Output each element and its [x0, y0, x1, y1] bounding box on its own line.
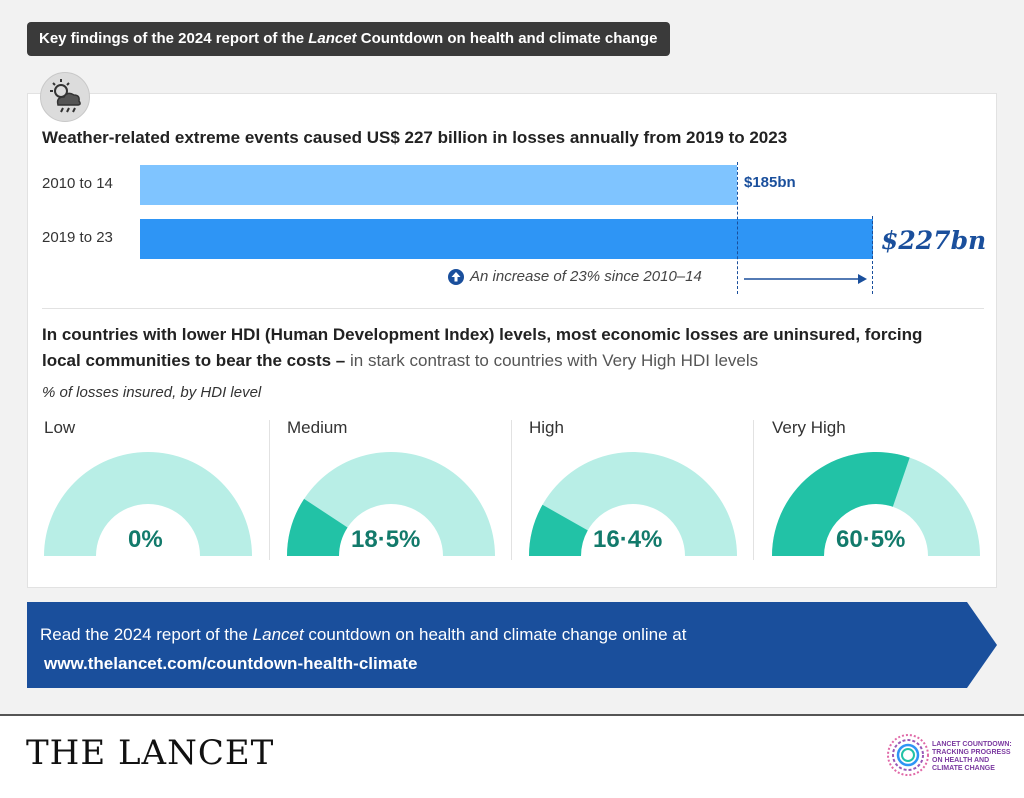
cta-text-end: countdown on health and climate change o…	[303, 625, 687, 644]
gauge-divider	[511, 420, 512, 560]
bar-2010-to-14	[140, 165, 738, 205]
gauge-high: High 16·4%	[527, 416, 747, 566]
hdi-headline-bold: In countries with lower HDI (Human Devel…	[42, 325, 923, 370]
report-link[interactable]: www.thelancet.com/countdown-health-clima…	[44, 654, 418, 673]
gauge-chart-low	[44, 452, 252, 556]
arrow-up-circle-icon	[448, 268, 464, 285]
bar-2019-to-23	[140, 219, 873, 259]
dashed-marker-185	[737, 162, 738, 294]
increase-note: An increase of 23% since 2010–14	[448, 268, 702, 285]
gauge-value-very-high: 60·5%	[836, 526, 906, 553]
gauge-chart-high	[529, 452, 737, 556]
gauge-value-medium: 18·5%	[351, 526, 421, 553]
countdown-logo-line: TRACKING PROGRESS	[932, 749, 1011, 756]
countdown-logo-text: LANCET COUNTDOWN: TRACKING PROGRESS ON H…	[932, 741, 1012, 773]
banner-text-italic: Lancet	[308, 30, 357, 47]
gauge-value-high: 16·4%	[593, 526, 663, 553]
increase-arrow-icon	[744, 274, 867, 284]
section-divider	[42, 308, 984, 309]
gauge-divider	[269, 420, 270, 560]
cloud-sun-rain-icon	[40, 72, 90, 122]
hdi-headline: In countries with lower HDI (Human Devel…	[42, 322, 962, 374]
countdown-logo-icon	[887, 734, 929, 776]
gauge-label-high: High	[529, 418, 564, 437]
footer-divider	[0, 714, 1024, 716]
gauge-track	[44, 452, 252, 556]
bar-value-185bn: $185bn	[744, 174, 796, 191]
gauge-chart-medium	[287, 452, 495, 556]
gauge-low: Low 0%	[42, 416, 262, 566]
bar-value-227bn: $227bn	[881, 226, 987, 255]
increase-note-text: An increase of 23% since 2010–14	[470, 268, 702, 285]
countdown-logo-line: CLIMATE CHANGE	[932, 765, 995, 772]
cta-text-italic: Lancet	[252, 625, 304, 644]
hdi-headline-light: in stark contrast to countries with Very…	[349, 351, 759, 370]
losses-headline: Weather-related extreme events caused US…	[42, 128, 788, 147]
gauge-label-very-high: Very High	[772, 418, 846, 437]
banner-text-end: Countdown on health and climate change	[356, 30, 658, 47]
cta-text[interactable]: Read the 2024 report of the Lancet count…	[40, 620, 686, 678]
gauge-value-low: 0%	[128, 526, 163, 553]
gauge-subhead: % of losses insured, by HDI level	[42, 384, 262, 401]
gauge-fill	[529, 504, 588, 556]
banner-text-start: Key findings of the 2024 report of the	[39, 30, 309, 47]
gauge-medium: Medium 18·5%	[285, 416, 505, 566]
bar-label-2019: 2019 to 23	[42, 229, 113, 246]
gauge-divider	[753, 420, 754, 560]
gauge-very-high: Very High 60·5%	[770, 416, 990, 566]
gauge-fill	[287, 498, 348, 556]
gauge-label-medium: Medium	[287, 418, 348, 437]
dashed-marker-227	[872, 216, 873, 294]
cta-text-start: Read the 2024 report of the	[40, 625, 253, 644]
countdown-logo-line: LANCET COUNTDOWN:	[932, 741, 1012, 748]
gauge-label-low: Low	[44, 418, 76, 437]
report-banner: Key findings of the 2024 report of the L…	[27, 22, 670, 56]
gauge-chart-very-high	[772, 451, 980, 556]
gauge-fill	[772, 451, 910, 556]
lancet-logo: THE LANCET	[26, 733, 275, 773]
cta-arrow-banner[interactable]	[27, 602, 997, 688]
bar-label-2010: 2010 to 14	[42, 175, 113, 192]
countdown-logo-line: ON HEALTH AND	[932, 757, 990, 764]
